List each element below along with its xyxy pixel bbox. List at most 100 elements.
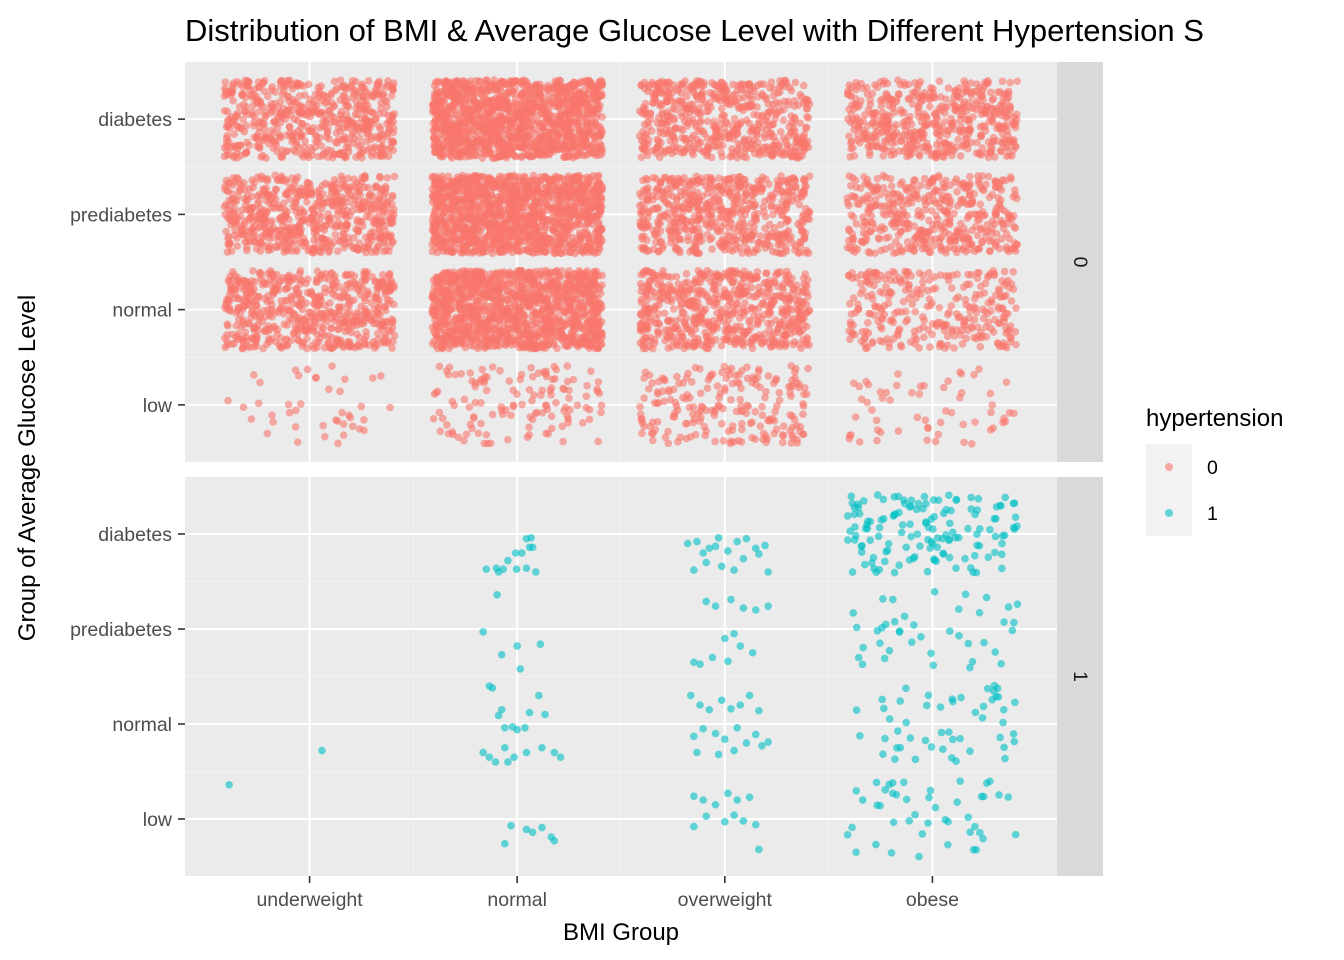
point-h0	[732, 267, 741, 275]
point-h0	[300, 327, 309, 335]
point-h0	[462, 269, 471, 278]
point-h0	[897, 279, 906, 287]
point-h0	[474, 318, 483, 327]
point-h0	[341, 327, 350, 336]
point-h0	[370, 219, 378, 228]
point-h0	[336, 184, 344, 193]
point-h0	[804, 364, 812, 373]
point-h0	[713, 324, 721, 332]
point-h0	[664, 439, 673, 448]
point-h0	[698, 290, 707, 299]
point-h0	[503, 281, 511, 289]
point-h0	[345, 307, 354, 316]
point-h0	[744, 402, 753, 411]
point-h0	[638, 429, 646, 438]
point-h0	[310, 327, 318, 335]
facet-strip	[1057, 62, 1103, 462]
point-h0	[469, 413, 478, 421]
point-h0	[528, 415, 537, 424]
point-h0	[994, 319, 1003, 327]
point-h0	[653, 327, 662, 336]
point-h0	[224, 234, 232, 243]
point-h0	[350, 233, 358, 242]
point-h0	[328, 281, 337, 290]
point-h0	[342, 210, 350, 219]
point-h0	[260, 174, 269, 183]
point-h0	[563, 412, 572, 420]
point-h0	[273, 175, 282, 184]
point-h0	[309, 224, 318, 233]
point-h0	[984, 318, 993, 327]
point-h0	[259, 307, 268, 315]
point-h0	[874, 303, 882, 311]
point-h0	[239, 403, 248, 411]
point-h0	[594, 437, 602, 446]
point-h0	[263, 429, 272, 438]
point-h0	[666, 316, 675, 325]
point-h0	[372, 277, 380, 286]
point-h0	[989, 267, 997, 275]
point-h0	[1007, 297, 1016, 305]
point-h0	[357, 402, 366, 411]
point-h0	[696, 417, 704, 425]
point-h0	[576, 299, 585, 308]
point-h0	[248, 307, 256, 315]
point-h0	[331, 231, 340, 239]
point-h0	[433, 387, 442, 396]
point-h0	[563, 377, 572, 386]
point-h0	[940, 383, 948, 392]
point-h0	[1002, 378, 1011, 387]
point-h0	[452, 320, 461, 329]
point-h0	[535, 309, 544, 318]
point-h0	[654, 390, 662, 398]
point-h0	[255, 208, 264, 216]
point-h0	[728, 426, 737, 434]
point-h0	[325, 385, 333, 394]
point-h0	[730, 277, 739, 285]
point-h0	[379, 216, 388, 225]
point-h0	[998, 304, 1007, 312]
point-h0	[926, 343, 934, 351]
point-h0	[677, 329, 686, 338]
point-h0	[272, 307, 280, 316]
point-h0	[528, 372, 537, 381]
point-h0	[642, 344, 650, 353]
point-h0	[648, 379, 657, 387]
point-h0	[786, 295, 795, 303]
point-h0	[846, 335, 854, 344]
point-h0	[457, 369, 466, 378]
point-h0	[586, 323, 595, 332]
point-h0	[482, 336, 490, 345]
point-h0	[788, 431, 797, 440]
point-h0	[445, 363, 454, 372]
point-h0	[1006, 333, 1014, 342]
point-h0	[800, 384, 809, 392]
point-h0	[319, 324, 328, 332]
point-h0	[252, 335, 261, 344]
point-h0	[563, 362, 572, 370]
point-h0	[978, 305, 987, 314]
point-h0	[321, 301, 329, 310]
point-h0	[265, 337, 274, 346]
point-h0	[441, 297, 450, 306]
point-h0	[354, 205, 363, 214]
point-h0	[955, 393, 964, 402]
point-h0	[592, 301, 601, 309]
point-h0	[737, 288, 746, 296]
point-h0	[579, 419, 587, 427]
point-h0	[795, 380, 803, 388]
point-h0	[263, 297, 272, 306]
point-h0	[511, 339, 520, 348]
point-h0	[745, 317, 754, 326]
point-h0	[864, 319, 872, 327]
point-h0	[965, 303, 974, 312]
point-h0	[753, 274, 761, 283]
point-h0	[740, 267, 749, 275]
point-h0	[360, 426, 368, 435]
point-h0	[582, 310, 591, 319]
point-h0	[899, 297, 908, 306]
point-h0	[539, 287, 547, 296]
point-h0	[362, 328, 370, 336]
point-h0	[776, 268, 785, 276]
point-h0	[851, 413, 860, 421]
